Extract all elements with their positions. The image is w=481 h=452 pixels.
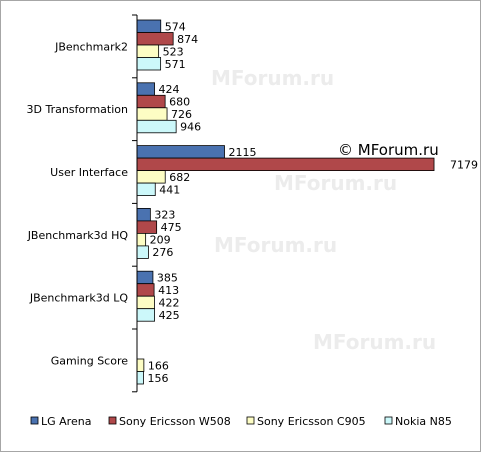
bar: [136, 107, 168, 121]
value-label: 276: [152, 246, 173, 259]
legend-swatch: [30, 416, 39, 425]
bar: [136, 245, 149, 259]
value-label: 574: [165, 20, 186, 33]
watermark-text: MForum.ru: [313, 330, 436, 354]
value-axis: [132, 14, 138, 393]
value-label: 475: [161, 221, 182, 234]
legend-label: Sony Ericsson C905: [257, 415, 366, 428]
category-label: Gaming Score: [51, 354, 129, 367]
value-label: 413: [158, 284, 179, 297]
bar: [136, 182, 156, 197]
bar: [136, 371, 144, 385]
bar: [136, 308, 155, 322]
legend-swatch: [246, 416, 255, 425]
legend: LG Arena Sony Ericsson W508 Sony Ericsson …: [30, 415, 452, 428]
value-label: 726: [171, 108, 192, 121]
value-label: 946: [180, 121, 201, 134]
bar: [136, 283, 155, 297]
value-label: 682: [169, 171, 190, 184]
watermark-text: MForum.ru: [274, 171, 397, 195]
bar: [136, 358, 145, 372]
value-label: 7179: [450, 158, 478, 171]
category-label: JBenchmark3d LQ: [29, 292, 129, 305]
legend-label: Sony Ericsson W508: [119, 415, 231, 428]
category-label: User Interface: [50, 166, 128, 179]
bar: [136, 94, 166, 109]
bar: [136, 44, 160, 58]
bar: [136, 157, 435, 172]
bar: [136, 232, 147, 247]
value-label: 523: [163, 45, 184, 58]
legend-label: LG Arena: [41, 415, 91, 428]
bar: [136, 19, 162, 33]
bar: [136, 32, 174, 46]
value-label: 166: [148, 359, 169, 372]
value-label: 425: [159, 309, 180, 322]
watermarks: MForum.ru MForum.ru MForum.ru MForum.ru: [211, 66, 436, 354]
value-label: 422: [158, 296, 179, 309]
watermark-text: MForum.ru: [214, 233, 337, 257]
bar: [136, 295, 155, 310]
value-label: 571: [165, 58, 186, 71]
category-label: 3D Transformation: [27, 103, 129, 116]
bar: [136, 82, 155, 96]
value-label: 209: [150, 234, 171, 247]
value-label: 156: [147, 372, 168, 385]
value-label: 385: [157, 271, 178, 284]
value-label: 441: [159, 183, 180, 196]
category-label: JBenchmark3d HQ: [27, 229, 129, 242]
value-label: 323: [154, 209, 175, 222]
category-label: JBenchmark2: [54, 40, 128, 53]
bar: [136, 170, 166, 184]
bar: [136, 145, 225, 159]
bar: [136, 119, 177, 134]
value-label: 680: [169, 96, 190, 109]
legend-label: Nokia N85: [395, 415, 452, 428]
value-label: 874: [177, 33, 198, 46]
value-label: 2115: [229, 146, 257, 159]
watermark-text: MForum.ru: [211, 66, 334, 90]
copyright-text: © MForum.ru: [338, 141, 439, 159]
bar: [136, 57, 162, 71]
bar: [136, 270, 154, 285]
legend-swatch: [384, 416, 393, 425]
category-labels: JBenchmark2 3D Transformation User Interfa…: [27, 40, 129, 367]
legend-swatch: [108, 416, 117, 425]
bar: [136, 220, 158, 234]
value-label: 424: [159, 83, 180, 96]
bar: [136, 207, 151, 222]
